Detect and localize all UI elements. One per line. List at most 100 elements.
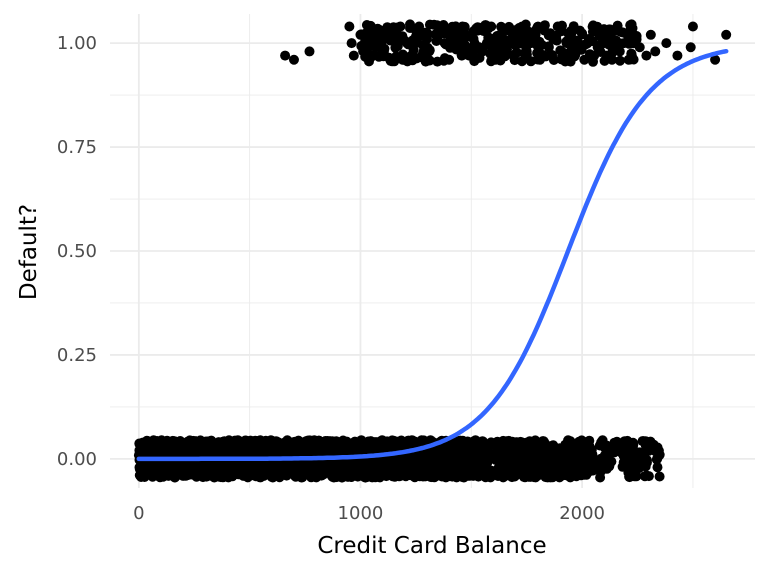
no-default-point (438, 450, 449, 461)
no-default-point (654, 449, 665, 460)
no-default-point (196, 469, 207, 480)
default-point (400, 35, 411, 46)
default-point (519, 30, 530, 41)
no-default-point (574, 436, 584, 447)
no-default-point (220, 470, 231, 481)
default-point (388, 30, 399, 41)
no-default-point (457, 435, 468, 446)
no-default-point (251, 439, 262, 449)
default-point (565, 26, 576, 37)
no-default-point (222, 439, 233, 450)
no-default-point (306, 447, 316, 458)
no-default-point (395, 471, 406, 482)
no-default-point (517, 458, 528, 469)
no-default-point (641, 457, 652, 468)
no-default-point (369, 464, 380, 475)
default-point (577, 29, 588, 40)
default-point (288, 54, 299, 65)
default-point (365, 20, 376, 31)
no-default-point (624, 471, 635, 482)
no-default-point (641, 470, 652, 481)
y-tick-label: 0.75 (57, 137, 97, 158)
x-axis-title: Credit Card Balance (317, 533, 546, 559)
no-default-point (272, 448, 283, 459)
default-point (385, 55, 396, 66)
no-default-point (149, 460, 160, 471)
no-default-point (570, 459, 581, 470)
no-default-point (353, 459, 364, 470)
default-point (344, 21, 355, 32)
no-default-point (382, 464, 393, 475)
default-point (454, 30, 465, 41)
default-point (420, 27, 431, 38)
no-default-point (307, 469, 318, 480)
default-point (496, 21, 507, 32)
no-default-point (620, 455, 631, 466)
default-point (496, 52, 507, 62)
no-default-point (502, 457, 513, 468)
default-point (516, 22, 527, 32)
no-default-point (141, 447, 152, 458)
no-default-point (493, 452, 504, 463)
default-points (280, 19, 732, 67)
no-default-point (588, 461, 599, 472)
no-default-point (441, 470, 452, 481)
no-default-point (230, 465, 241, 476)
default-point (378, 51, 389, 62)
no-default-point (304, 436, 315, 446)
default-point (641, 50, 652, 61)
no-default-point (576, 445, 587, 456)
y-tick-label: 0.00 (57, 449, 97, 470)
default-point (280, 50, 291, 61)
no-default-point (362, 471, 373, 482)
no-default-point (616, 448, 627, 458)
no-default-point (432, 460, 443, 471)
no-default-point (204, 437, 215, 447)
default-point (593, 41, 604, 52)
no-default-point (374, 441, 385, 452)
x-axis-ticks: 0 1000 2000 (133, 503, 605, 524)
default-point (616, 38, 627, 49)
no-default-point (164, 444, 174, 455)
no-default-point (289, 445, 300, 455)
no-default-point (554, 469, 565, 480)
default-point (614, 46, 625, 57)
default-point (599, 55, 610, 66)
no-default-point (637, 436, 648, 447)
logistic-fit-line (136, 48, 729, 462)
default-point (531, 24, 542, 34)
no-default-point (293, 435, 304, 446)
no-default-points (133, 435, 665, 483)
default-point (346, 38, 357, 49)
no-default-point (628, 437, 638, 448)
default-point (616, 27, 627, 38)
no-default-point (565, 436, 576, 447)
no-default-point (263, 441, 274, 452)
no-default-point (266, 467, 277, 478)
no-default-point (257, 460, 267, 471)
default-point (348, 50, 359, 61)
default-point (304, 46, 315, 57)
default-point (607, 47, 618, 58)
no-default-point (631, 471, 642, 482)
x-tick-label: 2000 (559, 503, 605, 524)
default-point (374, 24, 385, 35)
no-default-point (637, 448, 648, 458)
default-point (376, 37, 387, 48)
no-default-point (561, 462, 572, 473)
no-default-point (654, 471, 665, 482)
default-point (411, 53, 422, 64)
no-default-point (451, 463, 462, 474)
default-point (557, 47, 568, 58)
no-default-point (526, 464, 537, 475)
default-point (551, 30, 562, 41)
no-default-point (236, 445, 247, 456)
default-point (460, 48, 471, 59)
no-default-point (444, 456, 455, 467)
no-default-point (516, 441, 527, 452)
no-default-point (338, 441, 349, 452)
default-point (555, 21, 566, 32)
no-default-point (540, 443, 551, 454)
default-point (561, 36, 572, 47)
